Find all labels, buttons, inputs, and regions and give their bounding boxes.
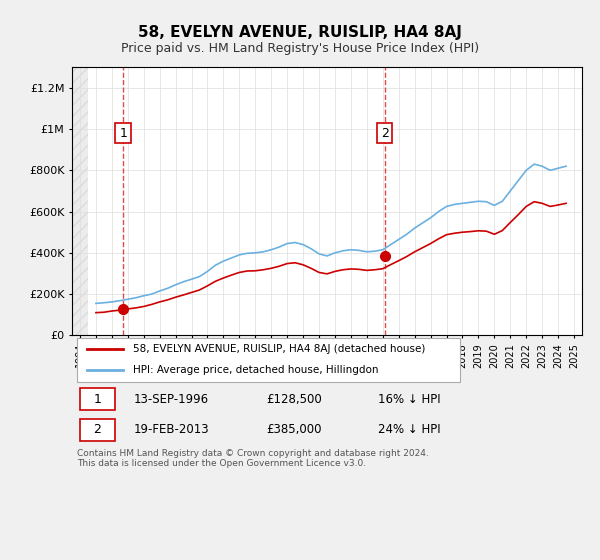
Text: 1: 1 <box>94 393 101 406</box>
Bar <box>72 67 88 335</box>
Text: £385,000: £385,000 <box>266 423 322 436</box>
Text: 58, EVELYN AVENUE, RUISLIP, HA4 8AJ (detached house): 58, EVELYN AVENUE, RUISLIP, HA4 8AJ (det… <box>133 344 425 354</box>
Text: 19-FEB-2013: 19-FEB-2013 <box>133 423 209 436</box>
Text: Price paid vs. HM Land Registry's House Price Index (HPI): Price paid vs. HM Land Registry's House … <box>121 42 479 55</box>
Text: 1: 1 <box>119 127 127 139</box>
Text: 2: 2 <box>381 127 389 139</box>
Text: HPI: Average price, detached house, Hillingdon: HPI: Average price, detached house, Hill… <box>133 366 379 375</box>
Text: Contains HM Land Registry data © Crown copyright and database right 2024.
This d: Contains HM Land Registry data © Crown c… <box>77 449 429 468</box>
Text: £128,500: £128,500 <box>266 393 322 406</box>
FancyBboxPatch shape <box>80 388 115 410</box>
Text: 2: 2 <box>94 423 101 436</box>
Text: 13-SEP-1996: 13-SEP-1996 <box>133 393 208 406</box>
FancyBboxPatch shape <box>77 338 460 382</box>
Text: 24% ↓ HPI: 24% ↓ HPI <box>378 423 440 436</box>
Text: 58, EVELYN AVENUE, RUISLIP, HA4 8AJ: 58, EVELYN AVENUE, RUISLIP, HA4 8AJ <box>138 25 462 40</box>
FancyBboxPatch shape <box>80 419 115 441</box>
Text: 16% ↓ HPI: 16% ↓ HPI <box>378 393 440 406</box>
